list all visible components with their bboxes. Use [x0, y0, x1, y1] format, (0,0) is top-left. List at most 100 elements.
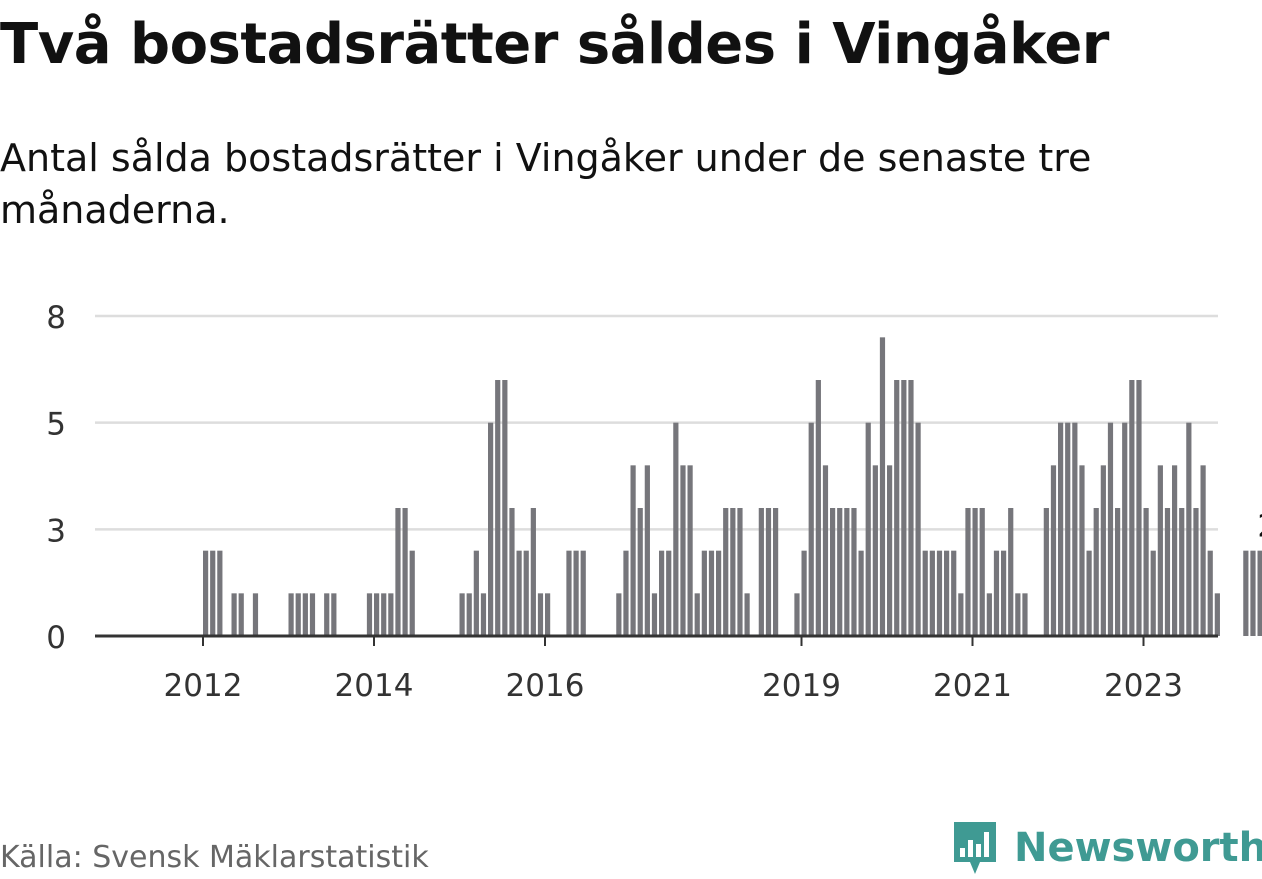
- bar: [295, 593, 301, 636]
- bar: [958, 593, 964, 636]
- bar: [502, 380, 508, 636]
- bar: [1193, 508, 1199, 636]
- bar: [1143, 508, 1149, 636]
- chart-title: Två bostadsrätter såldes i Vingåker: [0, 12, 1109, 77]
- chart-subtitle: Antal sålda bostadsrätter i Vingåker und…: [0, 136, 1092, 232]
- grid-lines: [95, 314, 1218, 531]
- bar: [879, 337, 886, 636]
- bar: [716, 550, 722, 636]
- bar: [623, 550, 629, 636]
- brand-name: Newsworthy: [1014, 825, 1262, 871]
- bar: [972, 508, 978, 636]
- bar: [1050, 465, 1057, 636]
- bar: [1100, 465, 1106, 636]
- bar: [381, 593, 387, 636]
- bar: [1072, 422, 1078, 636]
- bar: [986, 593, 992, 636]
- bar: [1250, 550, 1256, 636]
- bar: [1086, 550, 1092, 636]
- bar: [1179, 508, 1185, 636]
- bar: [1157, 465, 1163, 636]
- bar: [630, 465, 636, 636]
- bar: [1257, 550, 1262, 636]
- bar: [908, 380, 914, 636]
- bar: [374, 593, 380, 636]
- bar: [1150, 550, 1156, 636]
- bar: [516, 550, 522, 636]
- bar: [936, 550, 943, 636]
- x-tick-label: 2016: [506, 668, 585, 700]
- bar: [701, 550, 707, 636]
- bar: [765, 508, 772, 636]
- bar: [830, 508, 836, 636]
- bar: [844, 508, 850, 636]
- bar: [466, 593, 472, 636]
- bar: [659, 550, 665, 636]
- bar: [331, 593, 337, 636]
- bar: [1164, 508, 1171, 636]
- bar: [1115, 508, 1121, 636]
- bar: [203, 550, 209, 636]
- bar: [744, 593, 750, 636]
- bar-chart: 0 3 5 8 2 2012 2014 2016 2019 2021 2023: [46, 300, 1262, 700]
- bar: [773, 508, 779, 636]
- bar: [865, 422, 871, 636]
- y-tick-label: 0: [46, 620, 66, 656]
- bar: [545, 593, 551, 636]
- bar: [566, 550, 572, 636]
- bar: [402, 508, 408, 636]
- bar: [366, 593, 373, 636]
- bar: [965, 508, 971, 636]
- bars: [203, 337, 1262, 636]
- x-tick-label: 2014: [335, 668, 414, 700]
- bar: [288, 593, 294, 636]
- bar: [238, 593, 244, 636]
- bar: [1243, 550, 1249, 636]
- bar: [651, 593, 658, 636]
- bar: [480, 593, 487, 636]
- bar: [509, 508, 515, 636]
- bar: [495, 380, 501, 636]
- bar: [922, 550, 928, 636]
- bar: [944, 550, 950, 636]
- bar: [1207, 550, 1213, 636]
- x-tick-label: 2023: [1104, 668, 1183, 700]
- bar: [252, 593, 259, 636]
- axes: 0 3 5 8 2 2012 2014 2016 2019 2021 2023: [46, 300, 1262, 700]
- bar: [666, 550, 672, 636]
- bar: [324, 593, 330, 636]
- bar: [801, 550, 807, 636]
- bar: [210, 550, 216, 636]
- bar: [694, 593, 700, 636]
- bar: [1129, 380, 1135, 636]
- newsworthy-logo-icon: [954, 822, 996, 874]
- bar: [409, 550, 415, 636]
- bar: [887, 465, 893, 636]
- bar: [388, 593, 394, 636]
- bar: [1186, 422, 1192, 636]
- bar: [1043, 508, 1049, 636]
- bar: [758, 508, 764, 636]
- bar: [302, 593, 308, 636]
- bar: [929, 550, 935, 636]
- brand[interactable]: Newsworthy: [950, 818, 1262, 878]
- bar: [523, 550, 529, 636]
- bar: [993, 550, 1000, 636]
- bar: [901, 380, 907, 636]
- bar: [1122, 422, 1128, 636]
- y-tick-label: 5: [46, 407, 66, 443]
- x-tick-label: 2021: [933, 668, 1012, 700]
- bar: [794, 593, 800, 636]
- bar: [644, 465, 650, 636]
- bar: [1001, 550, 1007, 636]
- bar: [580, 550, 586, 636]
- y-tick-label: 8: [46, 300, 66, 336]
- bar: [1065, 422, 1071, 636]
- bar: [815, 380, 821, 636]
- bar: [573, 550, 579, 636]
- bar: [687, 465, 693, 636]
- bar: [1107, 422, 1114, 636]
- bar: [680, 465, 686, 636]
- bar: [1079, 465, 1085, 636]
- bar: [530, 508, 536, 636]
